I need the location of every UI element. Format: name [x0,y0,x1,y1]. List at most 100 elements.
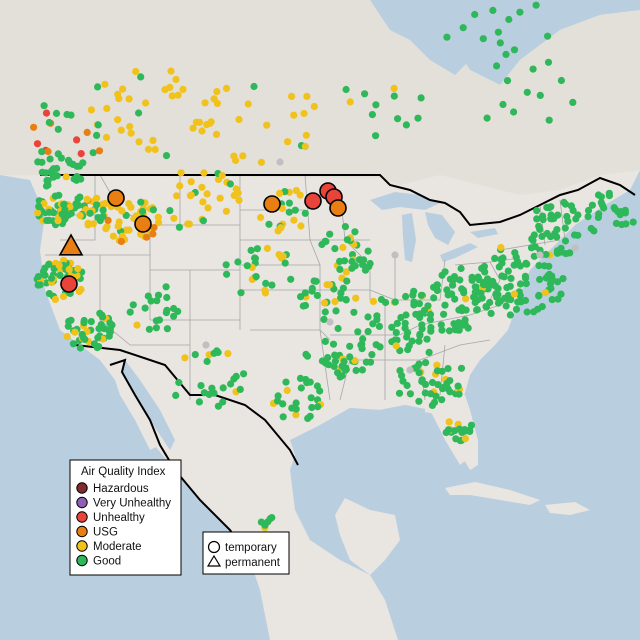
permanent-triangle-icon [206,554,222,567]
monitor-dot [80,319,88,327]
monitor-dot [95,343,103,351]
monitor-dot [66,159,74,167]
state-line [394,255,446,301]
monitor-dot [343,277,351,285]
monitor-dot [430,294,438,302]
monitor-dot [83,128,91,136]
monitor-dot [543,229,551,238]
monitor-dot [87,318,95,326]
monitor-dot [300,109,308,118]
monitor-dot [63,332,71,341]
monitor-dot [420,306,429,314]
monitor-dot [176,182,184,190]
monitor-dot [554,211,562,219]
monitor-dot [390,92,398,100]
monitor-dot [151,145,159,154]
monitor-dot [34,209,42,217]
monitor-dot [358,366,366,374]
monitor-dot [438,326,446,334]
monitor-dot [361,266,370,274]
monitor-dot [297,222,305,230]
monitor-dot [216,194,224,202]
monitor-dot [244,100,252,108]
legend-label: Moderate [93,541,142,553]
monitor-dot [342,85,350,94]
shape-legend: temporary permanent [202,531,290,575]
monitor-dot [405,342,413,350]
monitor-dot [364,247,372,255]
monitor-dot [40,200,48,208]
monitor-dot [393,319,401,327]
monitor-dot [64,322,72,330]
monitor-dot [292,405,300,413]
monitor-dot [346,353,354,361]
monitor-dot [222,261,230,269]
monitor-dot [189,124,197,132]
gulf-of-california [122,360,175,450]
monitor-dot [102,225,110,233]
monitor-dot [99,212,107,220]
monitor-dots [29,1,637,532]
state-line [419,304,501,326]
monitor-dot [52,109,61,117]
monitor-dot [348,264,356,272]
monitor-dot [536,91,544,99]
monitor-dot [296,191,304,199]
monitor-dot [187,178,195,186]
monitor-dot [174,91,182,99]
legend-items: Hazardous Very Unhealthy Unhealthy USG Moder… [76,482,171,568]
monitor-dot [372,101,380,109]
monitor-dot [339,243,347,252]
shape-legend-permanent: permanent [225,557,281,569]
monitor-dot [415,337,423,345]
monitor-dot [268,281,276,289]
monitor-dot [334,324,342,333]
legend-swatch-moderate [76,540,88,552]
monitor-dot [494,284,502,293]
monitor-dot [455,390,463,398]
monitor-dot [74,265,82,273]
monitor-dot [477,289,485,297]
monitor-dot [491,254,499,262]
monitor-dot [530,231,538,239]
monitor-dot [204,204,212,212]
monitor-dot [364,313,372,321]
monitor-dot [395,389,404,397]
monitor-dot [324,354,332,362]
monitor-dot [352,366,360,375]
monitor-dot [98,200,106,208]
monitor-dot [331,298,339,306]
monitor-dot [611,205,619,213]
monitor-dot [226,180,234,188]
monitor-dot [336,257,344,265]
monitor-dot [307,394,315,402]
monitor-dot [115,95,123,103]
monitor-dot [422,359,430,367]
legend-label: USG [93,527,118,539]
monitor-dot [509,108,518,116]
monitor-dot [93,201,101,209]
monitor-dot [523,88,531,96]
monitor-dot [301,209,309,217]
monitor-dot [201,99,209,107]
monitor-dot [144,292,152,300]
monitor-dot [45,118,53,127]
monitor-dot [49,173,58,181]
monitor-dot [532,1,540,9]
monitor-dot [297,384,305,392]
monitor-dot [445,426,453,434]
monitor-dot [257,158,265,166]
monitor-dot [36,281,44,289]
monitor-dot [222,84,231,92]
legend-label: Good [93,556,121,568]
monitor-dot [479,280,487,288]
monitor-dot [372,341,380,349]
us-canada-border [40,174,636,227]
monitor-dot [352,294,360,302]
monitor-dot [162,152,171,160]
monitor-dot [234,258,242,266]
monitor-dot [285,208,293,216]
monitor-dot [83,195,91,203]
monitor-dot [290,216,298,224]
monitor-dot [133,321,141,329]
